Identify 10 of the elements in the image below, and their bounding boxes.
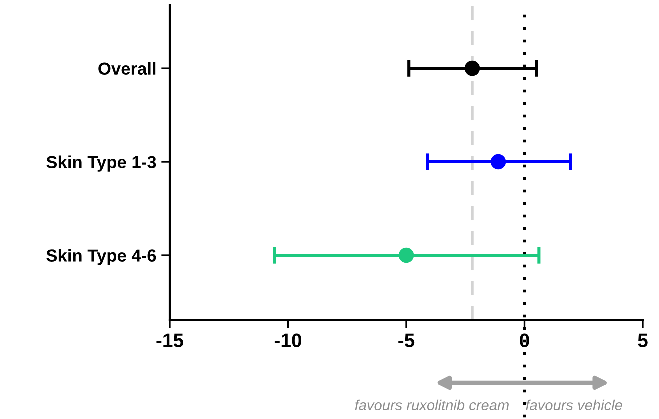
- x-tick-label: -5: [398, 334, 415, 348]
- x-tick-label: 0: [520, 334, 530, 348]
- x-tick-label: 5: [638, 334, 648, 348]
- x-tick-label: -15: [156, 334, 184, 348]
- y-tick-label: Skin Type 1-3: [46, 156, 156, 172]
- text: favours ruxolitnib cream: [355, 400, 509, 411]
- y-tick-label: Skin Type 4-6: [46, 249, 156, 266]
- y-tick-label: Overall: [98, 62, 156, 76]
- x-tick-label: -10: [274, 334, 302, 348]
- text: favours vehicle: [526, 400, 622, 411]
